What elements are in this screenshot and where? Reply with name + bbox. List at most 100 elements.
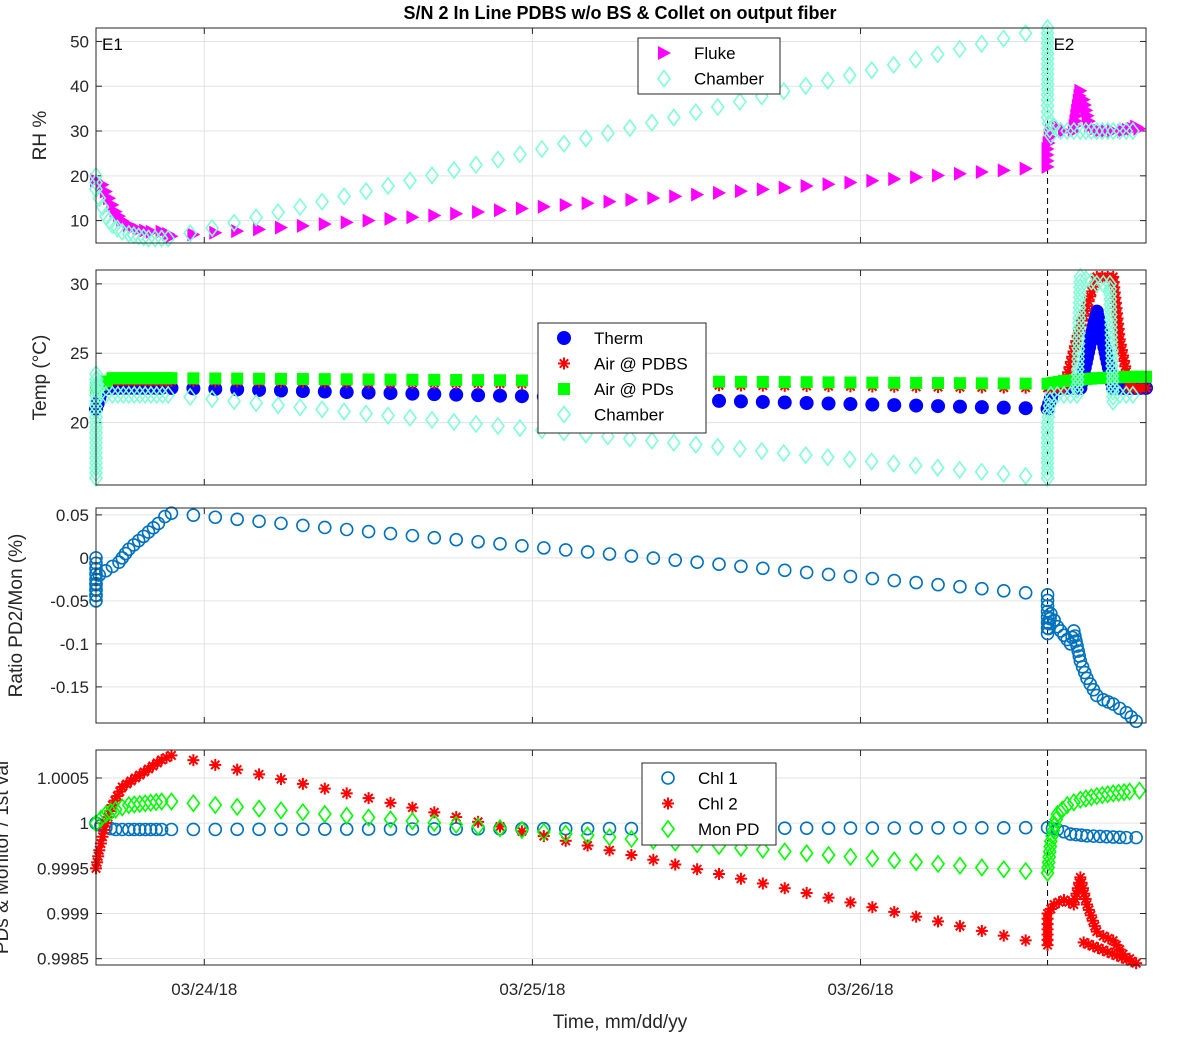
- data-point: [105, 385, 120, 405]
- data-point-interp: [449, 532, 463, 547]
- data-point-interp: [1040, 96, 1055, 115]
- data-point: [165, 372, 178, 385]
- data-point-interp: [1045, 826, 1060, 846]
- x-tick-label: 03/25/18: [499, 980, 565, 999]
- series-chl-2: [90, 749, 1143, 970]
- data-point: [1043, 831, 1058, 851]
- data-point: [1050, 804, 1065, 824]
- data-point-interp: [296, 777, 309, 790]
- data-point-interp: [864, 60, 879, 80]
- data-point-interp: [446, 160, 461, 180]
- data-point-interp: [340, 373, 353, 386]
- data-point-interp: [103, 802, 118, 822]
- data-point-interp: [512, 144, 527, 164]
- data-point-interp: [93, 809, 108, 828]
- data-point-interp: [822, 177, 836, 192]
- data-point: [1060, 795, 1075, 815]
- y-tick-label: -0.05: [50, 592, 89, 611]
- data-point-interp: [908, 50, 923, 69]
- series-ratio: [89, 506, 1143, 729]
- data-point-interp: [403, 408, 418, 428]
- data-point: [1089, 274, 1104, 294]
- data-point-interp: [493, 536, 507, 551]
- data-point-interp: [953, 821, 967, 835]
- y-axis-label: Temp (°C): [30, 335, 51, 421]
- data-point: [98, 804, 113, 824]
- data-point-interp: [493, 388, 508, 403]
- data-point-interp: [754, 441, 769, 461]
- data-point-interp: [996, 859, 1011, 879]
- data-point-interp: [187, 372, 200, 385]
- data-point-interp: [953, 579, 967, 594]
- data-point: [1043, 385, 1058, 405]
- data-point-interp: [734, 872, 747, 885]
- data-point-interp: [1078, 121, 1093, 141]
- data-point-interp: [974, 400, 989, 415]
- data-point: [1057, 124, 1071, 139]
- data-point-interp: [975, 821, 989, 835]
- data-point-interp: [296, 218, 310, 233]
- data-point-interp: [865, 571, 880, 586]
- data-point-interp: [843, 569, 858, 584]
- data-point-interp: [842, 450, 857, 469]
- data-point-interp: [866, 376, 879, 389]
- data-point: [95, 197, 110, 217]
- data-point: [1050, 619, 1065, 634]
- data-point-interp: [296, 373, 309, 386]
- data-point-interp: [406, 373, 419, 386]
- data-point-interp: [974, 858, 989, 877]
- data-point-interp: [515, 201, 529, 216]
- data-point-interp: [887, 821, 902, 835]
- x-tick-label: 03/26/18: [827, 980, 893, 999]
- data-point-interp: [668, 553, 683, 567]
- data-point-interp: [209, 758, 222, 771]
- data-point-interp: [230, 797, 245, 817]
- legend-label: Chamber: [594, 406, 664, 425]
- data-point-interp: [799, 821, 814, 835]
- data-point-interp: [362, 373, 375, 386]
- data-point-interp: [798, 76, 813, 96]
- data-point: [154, 822, 169, 837]
- figure-title: S/N 2 In Line PDBS w/o BS & Collet on ou…: [403, 3, 836, 23]
- data-point-interp: [1105, 382, 1120, 401]
- data-point: [1094, 124, 1108, 139]
- data-point-interp: [909, 852, 924, 872]
- data-point-interp: [339, 806, 354, 826]
- data-point: [1044, 606, 1058, 621]
- data-point: [92, 385, 107, 405]
- legend-label: Air @ PDBS: [594, 355, 688, 374]
- data-point-interp: [887, 398, 902, 413]
- legend-marker: [661, 819, 675, 839]
- data-point: [1040, 588, 1055, 602]
- data-point-interp: [755, 840, 770, 859]
- data-point-interp: [494, 203, 508, 218]
- data-point-interp: [514, 389, 529, 404]
- data-point-interp: [712, 393, 727, 408]
- data-point: [138, 793, 153, 813]
- data-point-interp: [666, 433, 681, 453]
- data-point-interp: [602, 827, 617, 847]
- data-point-interp: [1049, 810, 1064, 829]
- data-point-interp: [1050, 385, 1065, 405]
- data-point: [121, 224, 136, 244]
- legend-label: Chl 2: [698, 795, 738, 814]
- data-point-interp: [1093, 829, 1107, 844]
- data-point: [103, 191, 117, 206]
- data-point-interp: [624, 549, 639, 563]
- data-point-interp: [148, 229, 163, 248]
- data-point: [1073, 790, 1088, 810]
- data-point-interp: [468, 155, 483, 175]
- data-point-interp: [1100, 784, 1115, 804]
- y-tick-label: 10: [70, 212, 89, 231]
- data-point-interp: [427, 813, 442, 833]
- data-point-interp: [143, 385, 158, 405]
- data-point: [1060, 121, 1075, 141]
- data-point-interp: [756, 877, 769, 890]
- data-point-interp: [952, 39, 967, 59]
- y-tick-label: 0.05: [56, 506, 89, 525]
- data-point-interp: [602, 547, 617, 561]
- data-point-interp: [537, 199, 551, 214]
- data-point-interp: [691, 187, 705, 202]
- data-point: [1133, 121, 1147, 136]
- data-point-interp: [296, 822, 310, 837]
